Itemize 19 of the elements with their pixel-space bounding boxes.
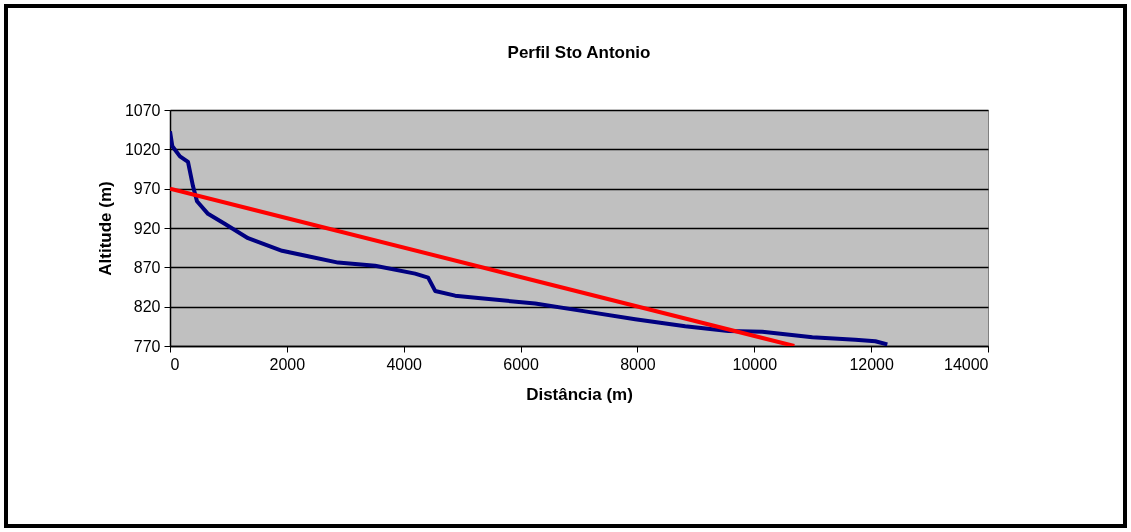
y-tick-label: 920 [133, 219, 161, 237]
x-tick-label: 10000 [732, 355, 778, 373]
y-tick-label: 1070 [124, 101, 161, 119]
y-tick-label: 770 [133, 337, 161, 355]
y-tick-label: 820 [133, 298, 161, 316]
x-tick-label: 14000 [944, 355, 989, 373]
chart-title: Perfil Sto Antonio [507, 43, 651, 62]
y-tick-label: 970 [133, 180, 161, 198]
x-tick-label: 2000 [269, 355, 306, 373]
x-tick-label: 0 [170, 355, 180, 373]
x-tick-label: 8000 [620, 355, 656, 373]
y-tick-label: 870 [133, 258, 161, 276]
line-series [170, 129, 890, 346]
y-tick-label: 1020 [124, 140, 161, 158]
y-axis-title: Altitude (m) [95, 181, 115, 276]
x-axis-title: Distância (m) [526, 384, 633, 404]
x-tick-label: 12000 [849, 355, 894, 373]
x-tick-label: 4000 [386, 355, 423, 373]
x-tick-label: 6000 [503, 355, 539, 373]
